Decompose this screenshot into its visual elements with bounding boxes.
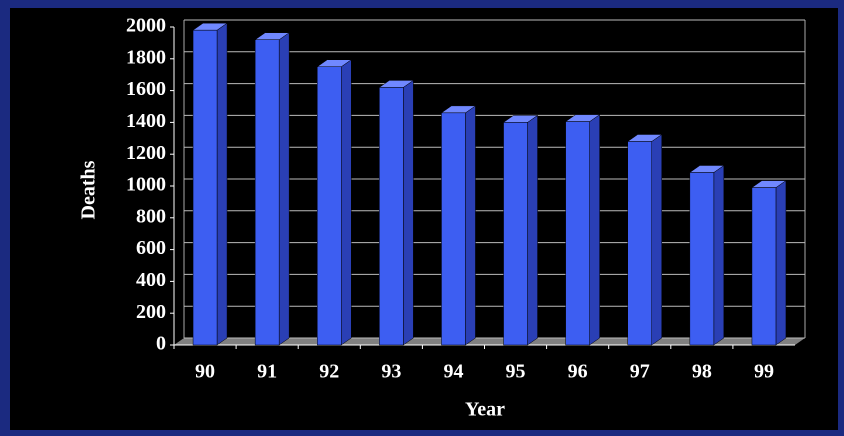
- bar: [751, 187, 777, 346]
- bar: [317, 66, 342, 346]
- bar-side: [527, 114, 538, 346]
- x-tick-label: 93: [381, 361, 401, 383]
- bar: [503, 122, 528, 346]
- y-tick-label: 1400: [126, 110, 166, 132]
- y-tick-label: 1000: [126, 174, 166, 196]
- x-tick-label: 97: [630, 361, 650, 383]
- bar-side: [403, 79, 414, 346]
- y-tick-label: 400: [136, 269, 166, 291]
- bar: [379, 87, 404, 346]
- y-axis-label: Deaths: [78, 160, 100, 219]
- bar-side: [775, 180, 787, 346]
- bar-side: [278, 32, 290, 346]
- bar-side: [465, 105, 476, 346]
- x-tick-label: 99: [754, 361, 774, 383]
- bar: [192, 29, 218, 346]
- bar-side: [341, 59, 352, 346]
- bar: [441, 112, 466, 346]
- bar-side: [713, 165, 725, 346]
- y-tick-label: 2000: [126, 15, 166, 37]
- y-tick-label: 800: [136, 205, 166, 227]
- bar: [565, 121, 590, 346]
- x-axis-label: Year: [465, 399, 505, 421]
- y-tick-label: 0: [156, 333, 166, 355]
- x-tick-label: 95: [506, 361, 526, 383]
- x-tick-label: 94: [443, 361, 463, 383]
- bar: [689, 172, 715, 346]
- bar: [627, 141, 652, 346]
- x-tick-label: 91: [257, 361, 277, 383]
- y-tick-label: 1800: [126, 46, 166, 68]
- x-tick-label: 90: [195, 361, 215, 383]
- y-tick-label: 1600: [126, 78, 166, 100]
- x-tick-label: 98: [692, 361, 712, 383]
- x-tick-label: 96: [568, 361, 588, 383]
- bar-side: [651, 133, 662, 346]
- bar-side: [589, 114, 600, 346]
- y-tick-label: 600: [136, 237, 166, 259]
- bar: [254, 39, 280, 346]
- x-tick-label: 92: [319, 361, 339, 383]
- y-tick-label: 1200: [126, 142, 166, 164]
- y-tick-label: 200: [136, 301, 166, 323]
- bar-side: [216, 22, 228, 346]
